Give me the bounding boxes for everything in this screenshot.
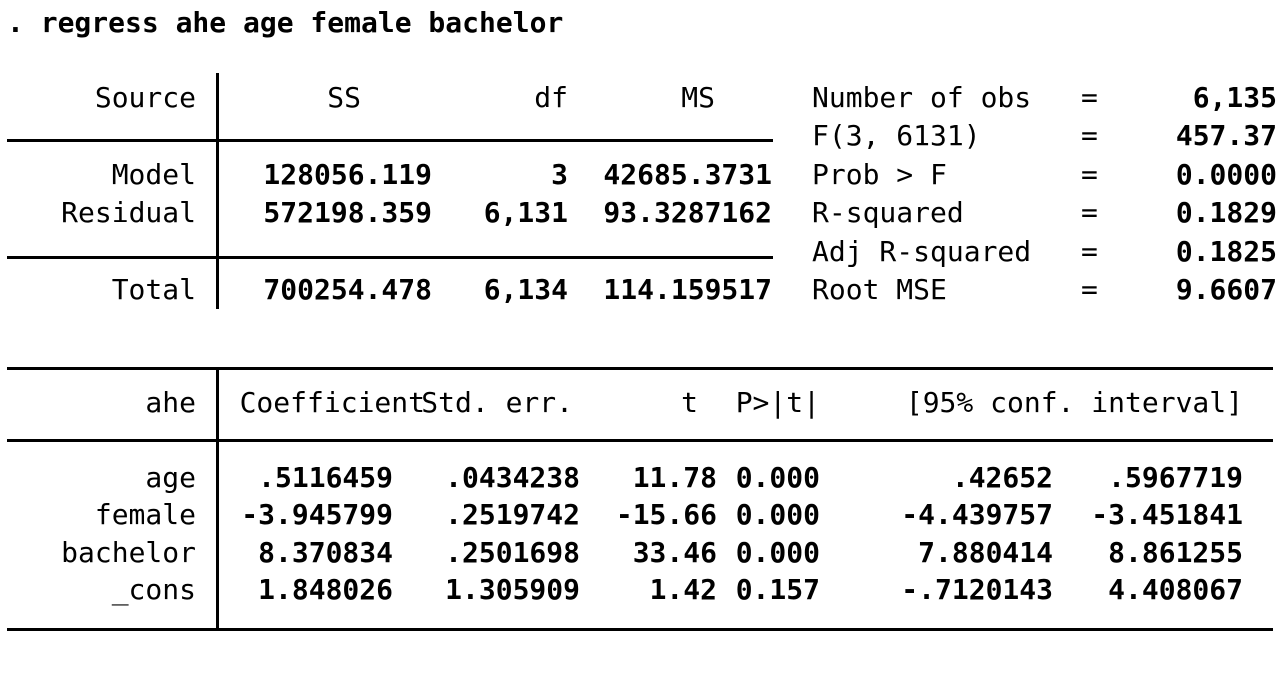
- coef-header-t: t: [681, 386, 698, 419]
- anova-ss-header: SS: [327, 81, 361, 114]
- coef-header-ci: [95% conf. interval]: [905, 386, 1243, 419]
- stat-equals: =: [1081, 81, 1098, 114]
- ci-upper-value: 4.408067: [1108, 573, 1243, 606]
- stat-value: 9.6607: [1175, 273, 1277, 306]
- stat-label: R-squared: [812, 196, 964, 229]
- stat-label: Prob > F: [812, 158, 947, 191]
- coef-row-label: _cons: [111, 573, 196, 606]
- coef-row-label: female: [94, 498, 196, 531]
- coef-row-label: bachelor: [61, 536, 196, 569]
- stderr-value: .2519742: [445, 498, 580, 531]
- coef-value: 1.848026: [258, 573, 393, 606]
- anova-row-label: Model: [111, 158, 196, 191]
- stat-value: 0.1825: [1175, 235, 1277, 268]
- coef-row-label: age: [145, 461, 196, 494]
- coef-value: -3.945799: [241, 498, 393, 531]
- coef-header-p: P>|t|: [735, 386, 820, 419]
- coef-table-top-rule: [7, 367, 1273, 370]
- stat-equals: =: [1081, 235, 1098, 268]
- p-value: 0.000: [735, 536, 820, 569]
- coef-header-coefficient: Coefficient: [239, 386, 425, 419]
- stat-value: 457.37: [1175, 119, 1277, 152]
- stat-value: 0.1829: [1175, 196, 1277, 229]
- coef-depvar-header: ahe: [145, 386, 196, 419]
- anova-df-value: 3: [551, 158, 568, 191]
- t-value: 33.46: [632, 536, 717, 569]
- anova-source-header: Source: [94, 81, 196, 114]
- ci-lower-value: -4.439757: [901, 498, 1053, 531]
- t-value: 1.42: [649, 573, 717, 606]
- stat-label: Adj R-squared: [812, 235, 1032, 268]
- stat-value: 0.0000: [1175, 158, 1277, 191]
- ci-lower-value: 7.880414: [918, 536, 1053, 569]
- ci-upper-value: .5967719: [1108, 461, 1243, 494]
- anova-ms-value: 93.3287162: [603, 196, 772, 229]
- stderr-value: .0434238: [445, 461, 580, 494]
- anova-df-value: 6,134: [483, 273, 568, 306]
- p-value: 0.000: [735, 498, 820, 531]
- ci-lower-value: .42652: [951, 461, 1053, 494]
- stat-equals: =: [1081, 196, 1098, 229]
- coef-value: .5116459: [258, 461, 393, 494]
- stat-label: F(3, 6131): [812, 119, 981, 152]
- anova-ss-value: 700254.478: [263, 273, 432, 306]
- anova-df-value: 6,131: [483, 196, 568, 229]
- stderr-value: 1.305909: [445, 573, 580, 606]
- anova-ss-value: 128056.119: [263, 158, 432, 191]
- stat-equals: =: [1081, 273, 1098, 306]
- command-line: . regress ahe age female bachelor: [7, 6, 564, 39]
- anova-ms-value: 42685.3731: [603, 158, 772, 191]
- coef-table-bottom-rule: [7, 628, 1273, 631]
- p-value: 0.000: [735, 461, 820, 494]
- coef-value: 8.370834: [258, 536, 393, 569]
- coef-table-vertical-divider: [216, 367, 219, 631]
- anova-ms-header: MS: [681, 81, 715, 114]
- anova-vertical-divider: [216, 73, 219, 309]
- stat-label: Number of obs: [812, 81, 1032, 114]
- anova-ms-value: 114.159517: [603, 273, 772, 306]
- anova-total-rule: [7, 256, 773, 259]
- p-value: 0.157: [735, 573, 820, 606]
- coef-header-stderr: Std. err.: [421, 386, 573, 419]
- anova-header-rule: [7, 139, 773, 142]
- anova-df-header: df: [534, 81, 568, 114]
- stat-equals: =: [1081, 158, 1098, 191]
- anova-ss-value: 572198.359: [263, 196, 432, 229]
- t-value: -15.66: [615, 498, 717, 531]
- anova-row-label: Residual: [61, 196, 196, 229]
- ci-lower-value: -.7120143: [901, 573, 1053, 606]
- t-value: 11.78: [632, 461, 717, 494]
- stderr-value: .2501698: [445, 536, 580, 569]
- ci-upper-value: 8.861255: [1108, 536, 1243, 569]
- coef-header-rule: [7, 439, 1273, 442]
- stat-label: Root MSE: [812, 273, 947, 306]
- anova-row-label: Total: [111, 273, 196, 306]
- ci-upper-value: -3.451841: [1091, 498, 1243, 531]
- stat-equals: =: [1081, 119, 1098, 152]
- stat-value: 6,135: [1192, 81, 1277, 114]
